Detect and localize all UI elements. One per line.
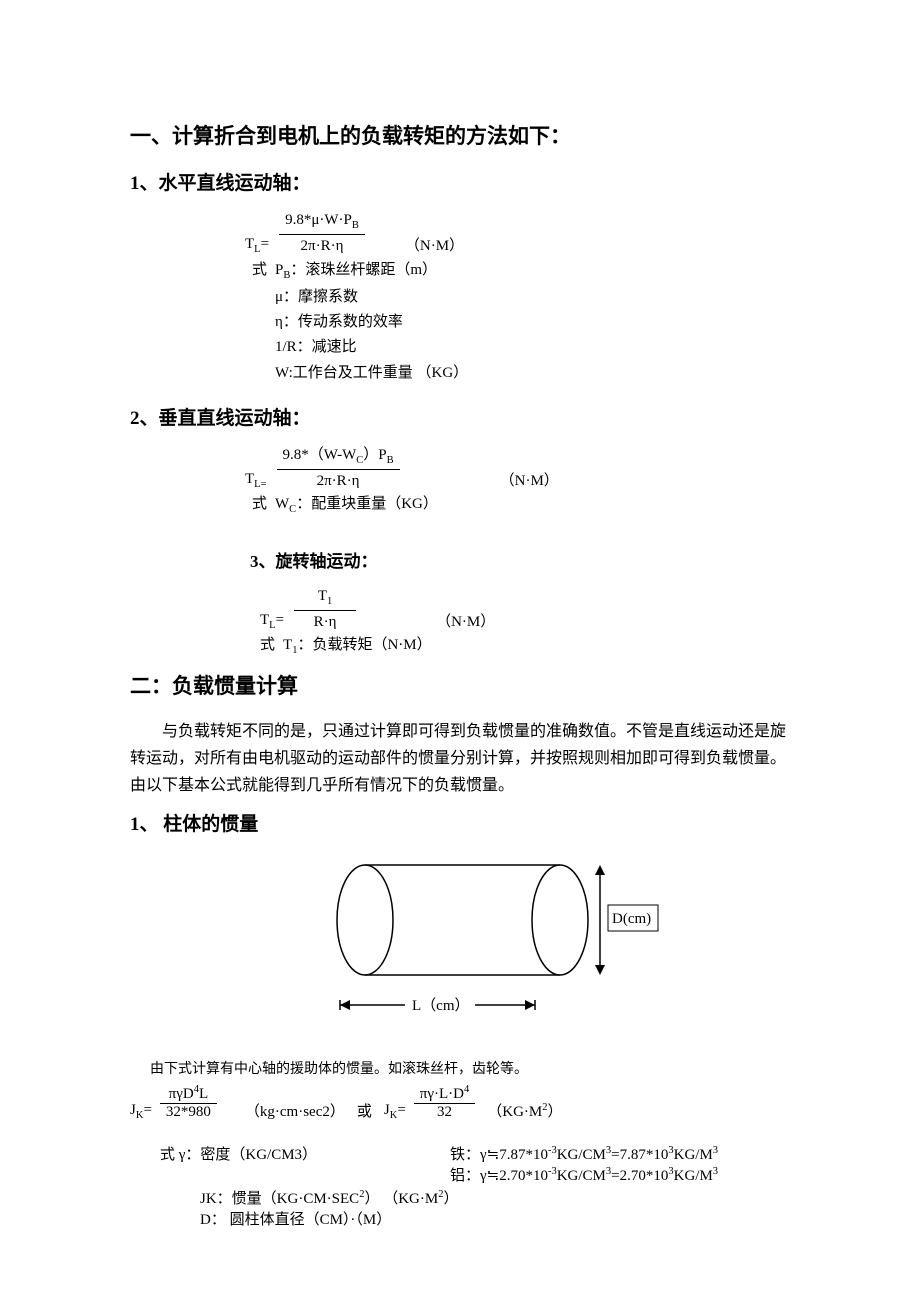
- jk-formulas: JK= πγD4L 32*980 （kg·cm·sec2） 或 JK= πγ·L…: [130, 1084, 800, 1121]
- cyl-desc: 由下式计算有中心轴的援助体的惯量。如滚珠丝杆，齿轮等。: [150, 1058, 800, 1078]
- section2-title: 二：负载惯量计算: [130, 670, 800, 700]
- l-label: L（cm）: [412, 997, 470, 1014]
- formula-1: TL= 9.8*μ·W·PB 2π·R·η （N·M） 式 PB：滚珠丝杆螺距（…: [245, 209, 800, 387]
- s1-3-title: 3、旋转轴运动：: [250, 549, 800, 575]
- d-label: D(cm): [612, 911, 651, 927]
- formula-2: TL= 9.8*（W-WC）PB 2π·R·η （N·M） 式 WC：配重块重量…: [245, 444, 800, 519]
- s1-1-title: 1、水平直线运动轴：: [130, 168, 800, 195]
- s2-1-title: 1、 柱体的惯量: [130, 809, 800, 836]
- section2-body: 与负载转矩不同的是，只通过计算即可得到负载惯量的准确数值。不管是直线运动还是旋转…: [130, 718, 800, 800]
- page: 一、计算折合到电机上的负载转矩的方法如下： 1、水平直线运动轴： TL= 9.8…: [0, 0, 920, 1289]
- s1-3-block: 3、旋转轴运动： TL= T1 R·η （N·M） 式 T1：负载转矩（N·M）: [260, 549, 800, 660]
- s1-2-title: 2、垂直直线运动轴：: [130, 403, 800, 430]
- cylinder-diagram: D(cm) L（cm）: [230, 850, 660, 1050]
- density-defs: 式 γ：密度（KG/CM3） 铁：γ≒7.87*10-3KG/CM3=7.87*…: [130, 1143, 800, 1229]
- section1-title: 一、计算折合到电机上的负载转矩的方法如下：: [130, 120, 800, 150]
